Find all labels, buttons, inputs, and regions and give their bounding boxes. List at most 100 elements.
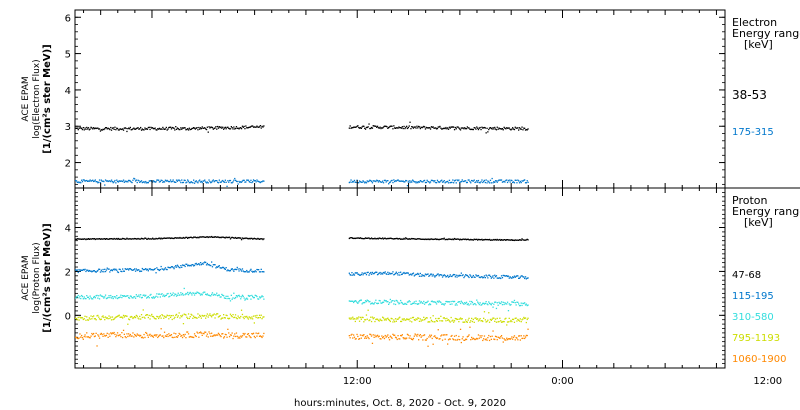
data-point <box>489 318 492 321</box>
data-point <box>156 267 158 269</box>
data-point <box>166 268 168 271</box>
data-point <box>518 305 521 307</box>
data-point <box>101 316 103 318</box>
data-point <box>86 126 88 129</box>
data-point <box>388 337 390 339</box>
data-point <box>484 302 486 305</box>
data-point <box>129 268 131 270</box>
data-point <box>527 277 529 279</box>
data-point <box>527 328 529 330</box>
data-point <box>356 272 358 274</box>
data-point <box>251 333 253 335</box>
series-115-195 <box>75 261 529 280</box>
data-point <box>451 181 453 184</box>
data-point <box>100 332 102 335</box>
data-point <box>426 301 428 303</box>
data-point <box>429 336 432 338</box>
data-point <box>126 268 128 270</box>
data-point <box>240 127 242 129</box>
data-point <box>93 180 95 183</box>
data-point <box>125 315 127 317</box>
data-point <box>406 185 409 187</box>
data-point <box>177 265 179 267</box>
data-point <box>451 334 453 337</box>
data-point <box>176 294 179 296</box>
data-point <box>168 318 170 320</box>
data-point <box>494 128 497 130</box>
data-point <box>211 332 213 334</box>
data-point <box>121 128 123 131</box>
data-point <box>424 339 427 341</box>
data-point <box>104 238 106 240</box>
data-point <box>199 128 201 130</box>
data-point <box>373 238 375 240</box>
data-point <box>435 128 438 130</box>
data-point <box>111 296 114 298</box>
data-point <box>501 181 504 183</box>
data-point <box>471 180 474 182</box>
data-point <box>520 181 522 184</box>
data-point <box>149 333 151 335</box>
data-point <box>234 314 237 316</box>
data-point <box>519 318 521 320</box>
data-point <box>112 332 114 335</box>
data-point <box>491 177 493 180</box>
data-point <box>200 236 202 238</box>
data-point <box>262 335 264 337</box>
data-point <box>195 335 197 338</box>
data-point <box>128 318 130 320</box>
data-point <box>406 318 409 320</box>
data-point <box>431 337 433 340</box>
data-point <box>188 292 190 294</box>
data-point <box>502 301 504 303</box>
data-point <box>200 332 202 334</box>
data-point <box>237 237 239 239</box>
data-point <box>353 179 356 182</box>
data-point <box>255 238 257 240</box>
data-point <box>253 180 255 182</box>
data-point <box>134 297 137 299</box>
data-point <box>158 181 161 183</box>
data-point <box>398 271 400 274</box>
data-point <box>436 179 439 181</box>
data-point <box>175 313 178 316</box>
data-point <box>181 336 184 339</box>
data-point <box>349 181 351 183</box>
data-point <box>406 272 409 274</box>
data-point <box>112 238 114 240</box>
data-point <box>196 291 198 293</box>
data-point <box>513 275 516 277</box>
data-point <box>76 181 78 183</box>
data-point <box>391 272 393 275</box>
data-point <box>408 238 410 240</box>
data-point <box>133 269 135 271</box>
data-point <box>129 126 131 129</box>
data-point <box>133 316 135 319</box>
data-point <box>394 180 396 183</box>
data-point <box>94 179 96 181</box>
data-point <box>423 125 425 128</box>
data-point <box>481 238 483 240</box>
data-point <box>123 295 125 297</box>
data-point <box>465 274 468 276</box>
data-point <box>135 335 137 337</box>
data-point <box>379 300 381 302</box>
data-point <box>356 301 358 304</box>
data-point <box>91 271 93 273</box>
data-point <box>518 277 521 279</box>
data-point <box>103 238 105 240</box>
data-point <box>358 274 361 276</box>
data-point <box>155 335 157 337</box>
data-point <box>411 321 413 323</box>
data-point <box>511 277 513 279</box>
data-point <box>133 336 135 338</box>
data-point <box>205 294 208 296</box>
data-point <box>225 314 227 316</box>
data-point <box>409 121 411 123</box>
data-point <box>465 302 467 305</box>
data-point <box>454 126 456 129</box>
data-point <box>165 316 167 318</box>
data-point <box>429 321 431 323</box>
data-point <box>127 295 129 297</box>
data-point <box>235 295 238 297</box>
